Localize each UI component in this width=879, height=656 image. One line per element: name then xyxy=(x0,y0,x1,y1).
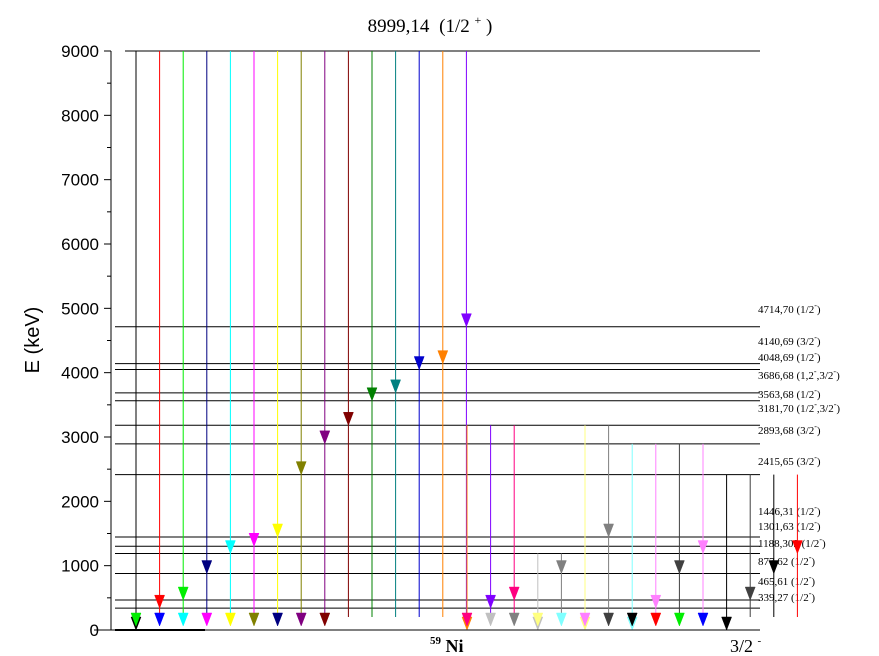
level-label: 1301,63 (1/2-) xyxy=(758,518,821,533)
level-label: 1188,309 (1/2-) xyxy=(758,535,826,550)
y-tick-label: 1000 xyxy=(61,557,99,576)
ground-state-arrow xyxy=(154,612,165,627)
ground-state-arrow xyxy=(674,612,685,627)
ground-state-arrow xyxy=(650,612,662,627)
y-axis-label: E (keV) xyxy=(22,307,44,374)
primary-transition-arrow xyxy=(295,461,307,476)
secondary-transition-arrow xyxy=(697,540,709,555)
ground-state-spin: 3/2 - xyxy=(730,635,762,656)
primary-transition-arrow xyxy=(201,560,213,575)
capture-state-title: 8999,14 (1/2 + ) xyxy=(368,8,493,37)
ground-spin-value: 3/2 xyxy=(730,636,753,656)
capture-close: ) xyxy=(486,16,492,37)
nucleus-mass: 59 xyxy=(430,635,442,647)
y-tick-label: 9000 xyxy=(61,42,99,61)
primary-transition-arrow xyxy=(154,594,165,609)
ground-state-arrow xyxy=(201,612,213,627)
secondary-transition-arrow xyxy=(508,586,520,601)
ground-state-arrows xyxy=(130,612,709,627)
level-label: 339,27 (1/2-) xyxy=(758,589,815,604)
y-tick-label: 3000 xyxy=(61,428,99,447)
secondary-transition-arrow xyxy=(792,540,803,555)
ground-state-arrow xyxy=(579,612,591,627)
ground-state-arrow xyxy=(508,612,520,627)
primary-transition-arrow xyxy=(437,350,449,365)
level-label: 4140,69 (3/2-) xyxy=(758,333,821,348)
primary-transition-arrow xyxy=(177,586,189,601)
secondary-transition-arrow xyxy=(721,616,732,631)
primary-transition-arrow xyxy=(319,430,331,445)
ground-state-arrow xyxy=(532,612,544,627)
level-label: 2893,68 (3/2-) xyxy=(758,422,821,437)
primary-transition-arrow xyxy=(225,540,236,555)
ground-state-arrow xyxy=(295,612,307,627)
ground-state-arrow xyxy=(130,612,142,627)
ground-state-arrow xyxy=(272,612,283,627)
y-tick-label: 6000 xyxy=(61,235,99,254)
ground-state-arrow xyxy=(485,612,496,627)
y-tick-label: 8000 xyxy=(61,106,99,125)
primary-transition-arrow xyxy=(390,379,401,394)
primary-transition-arrow xyxy=(272,523,283,538)
secondary-transition-arrow xyxy=(744,586,756,601)
capture-spin: (1/2 xyxy=(439,16,470,37)
primary-transition-arrow xyxy=(461,313,472,328)
primary-transitions xyxy=(130,51,472,631)
level-label: 3563,68 (1/2-) xyxy=(758,386,821,401)
y-tick-label: 4000 xyxy=(61,364,99,383)
ground-state-arrow xyxy=(319,612,331,627)
ground-state-arrow xyxy=(626,612,638,627)
level-label: 3181,70 (1/2-,3/2-) xyxy=(758,400,840,415)
ground-parity: - xyxy=(758,635,762,647)
y-tick-label: 7000 xyxy=(61,171,99,190)
level-label: 1446,31 (1/2-) xyxy=(758,503,821,518)
level-label: 877,62 (1/2-) xyxy=(758,553,815,568)
primary-transition-arrow xyxy=(248,533,260,547)
capture-parity: + xyxy=(475,13,482,27)
ground-state-arrow xyxy=(461,612,473,627)
secondary-transition-arrow xyxy=(768,560,780,575)
secondary-transition-arrow xyxy=(603,523,614,538)
secondary-transition-arrow xyxy=(556,560,567,575)
capture-energy: 8999,14 xyxy=(368,16,430,37)
energy-levels: 4714,70 (1/2-) 4140,69 (3/2-)4048,69 (1/2… xyxy=(115,50,840,609)
primary-transition-arrow xyxy=(343,412,354,427)
nucleus-label: 59 Ni xyxy=(430,628,464,656)
ground-state-arrow xyxy=(248,612,260,627)
ground-state-arrow xyxy=(177,612,189,627)
ground-state-arrow xyxy=(697,612,709,627)
secondary-transition-arrow xyxy=(485,594,496,609)
nucleus-symbol: Ni xyxy=(446,636,464,656)
level-label: 2415,65 (3/2-) xyxy=(758,453,821,468)
secondary-transition-arrow xyxy=(674,560,685,575)
ground-state-arrow xyxy=(556,612,567,627)
y-tick-label: 5000 xyxy=(61,299,99,318)
primary-transition-arrow xyxy=(366,387,378,402)
ground-state-arrow xyxy=(225,612,236,627)
level-label: 465,61 (1/2-) xyxy=(758,573,815,588)
level-label: 4048,69 (1/2-) xyxy=(758,349,821,364)
secondary-transition-arrow xyxy=(650,594,662,609)
level-label: 3686,68 (1,2-,3/2-) xyxy=(758,367,840,382)
primary-transition-arrow xyxy=(413,356,425,371)
ground-state-arrow xyxy=(603,612,614,627)
level-label: 4714,70 (1/2-) xyxy=(758,301,821,316)
secondary-transitions xyxy=(461,425,803,631)
y-tick-label: 2000 xyxy=(61,492,99,511)
